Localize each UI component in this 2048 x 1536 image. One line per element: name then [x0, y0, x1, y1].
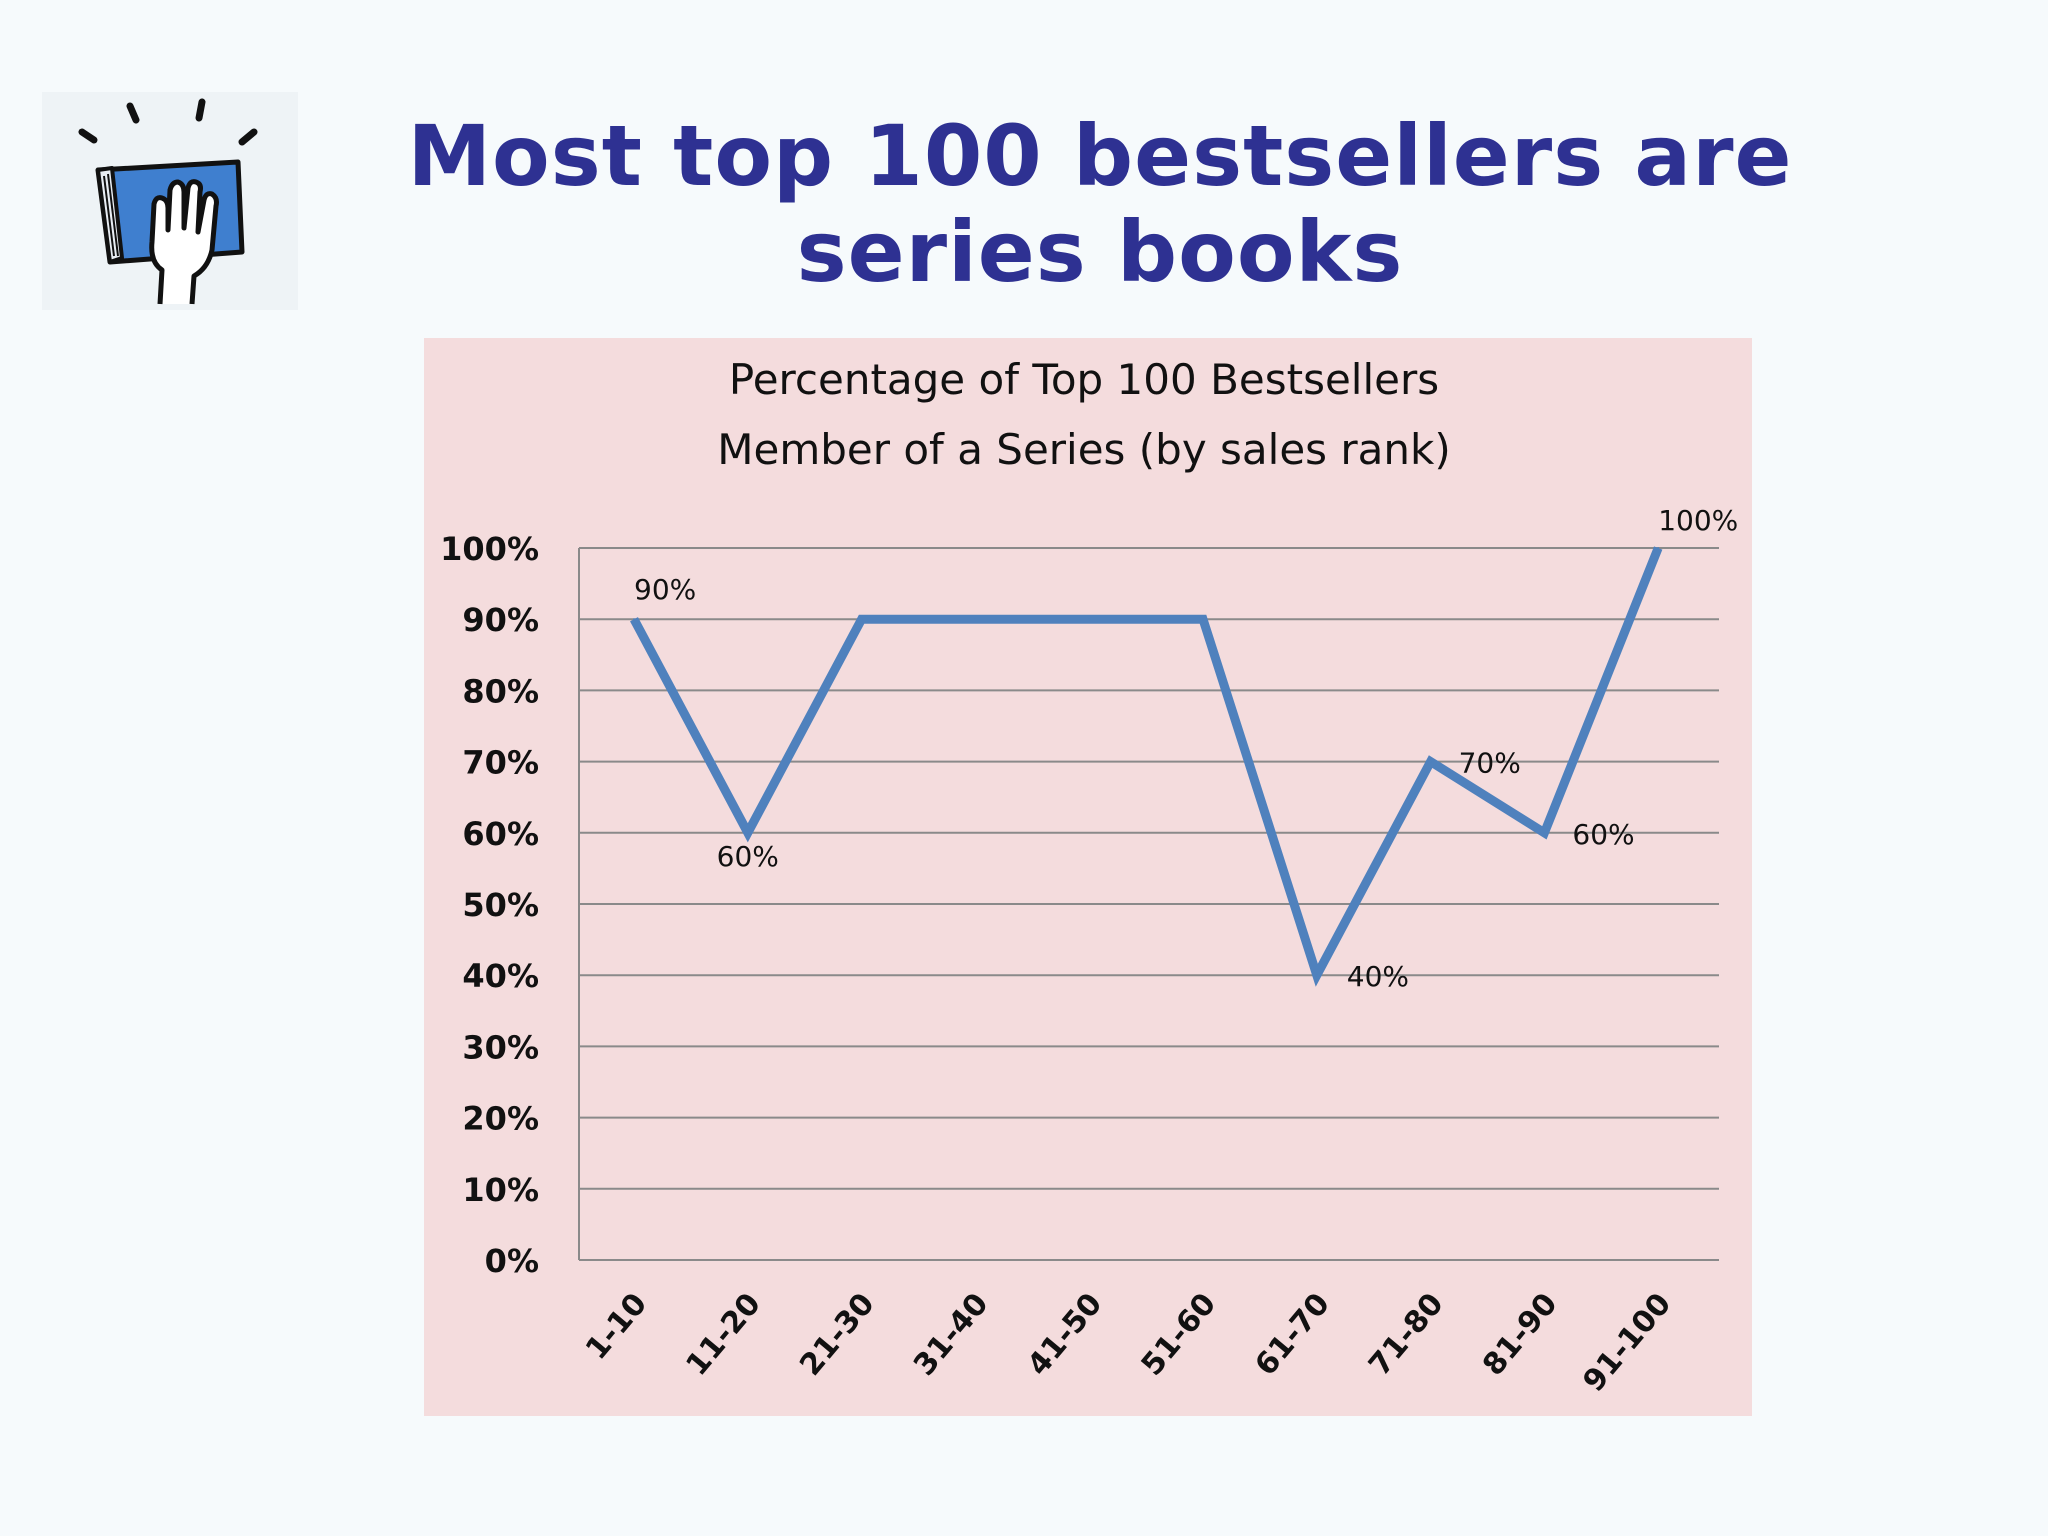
- data-point: [1315, 974, 1318, 977]
- x-axis-tick-labels: 1-10 11-20 21-30 31-40 41-50 51-60 61-70 71-80 8…: [579, 1287, 1678, 1399]
- y-tick-label: 30%: [462, 1028, 539, 1066]
- data-point: [746, 831, 749, 834]
- data-label: 40%: [1347, 960, 1409, 993]
- series-line-group: [630, 546, 1663, 987]
- data-point: [1429, 760, 1432, 763]
- x-tick-label: 11-20: [679, 1287, 767, 1383]
- x-tick-label: 1-10: [579, 1287, 654, 1367]
- x-tick-label: 41-50: [1021, 1287, 1109, 1383]
- slide-title-line-2: series books: [796, 203, 1404, 301]
- y-tick-label: 70%: [462, 744, 539, 782]
- chart-subtitle: Member of a Series (by sales rank): [717, 425, 1450, 474]
- data-point: [633, 618, 635, 621]
- y-tick-label: 100%: [440, 530, 539, 568]
- x-tick-label: 61-70: [1248, 1287, 1336, 1383]
- y-tick-label: 90%: [462, 601, 539, 639]
- y-tick-label: 60%: [462, 815, 539, 853]
- data-point: [974, 618, 977, 621]
- gridlines: [579, 547, 1719, 1261]
- y-tick-label: 80%: [462, 672, 539, 710]
- data-label: 100%: [1658, 504, 1738, 537]
- line-chart: Percentage of Top 100 Bestsellers Member…: [440, 355, 1738, 1399]
- data-point: [1202, 618, 1204, 621]
- data-point: [1657, 547, 1660, 549]
- data-point: [1088, 618, 1091, 621]
- slide-title-line-1: Most top 100 bestsellers are: [407, 107, 1793, 205]
- y-tick-label: 10%: [462, 1171, 539, 1209]
- data-label: 90%: [634, 573, 696, 606]
- data-label: 70%: [1459, 747, 1521, 780]
- x-tick-label: 91-100: [1576, 1287, 1678, 1399]
- data-point: [860, 618, 863, 621]
- slide-title: Most top 100 bestsellers are series book…: [380, 108, 1820, 300]
- y-tick-label: 0%: [485, 1242, 539, 1280]
- chart-title: Percentage of Top 100 Bestsellers: [729, 355, 1439, 404]
- series-line: [630, 546, 1663, 987]
- x-tick-label: 51-60: [1135, 1287, 1223, 1383]
- x-tick-label: 71-80: [1362, 1287, 1450, 1383]
- data-point: [1543, 831, 1546, 834]
- chart-panel: Percentage of Top 100 Bestsellers Member…: [424, 338, 1752, 1416]
- y-tick-label: 40%: [462, 957, 539, 995]
- data-label: 60%: [717, 840, 779, 873]
- x-tick-label: 81-90: [1476, 1287, 1564, 1383]
- data-label: 60%: [1572, 818, 1634, 851]
- y-tick-label: 20%: [462, 1100, 539, 1138]
- x-tick-label: 21-30: [793, 1287, 881, 1383]
- x-tick-label: 31-40: [907, 1287, 995, 1383]
- y-tick-label: 50%: [462, 886, 539, 924]
- y-axis-tick-labels: 0% 10% 20% 30% 40% 50% 60% 70% 80% 90% 100%: [440, 530, 539, 1280]
- data-label-group: 90% 60% 40% 70% 60% 100%: [634, 504, 1738, 993]
- book-hand-icon: [42, 92, 298, 310]
